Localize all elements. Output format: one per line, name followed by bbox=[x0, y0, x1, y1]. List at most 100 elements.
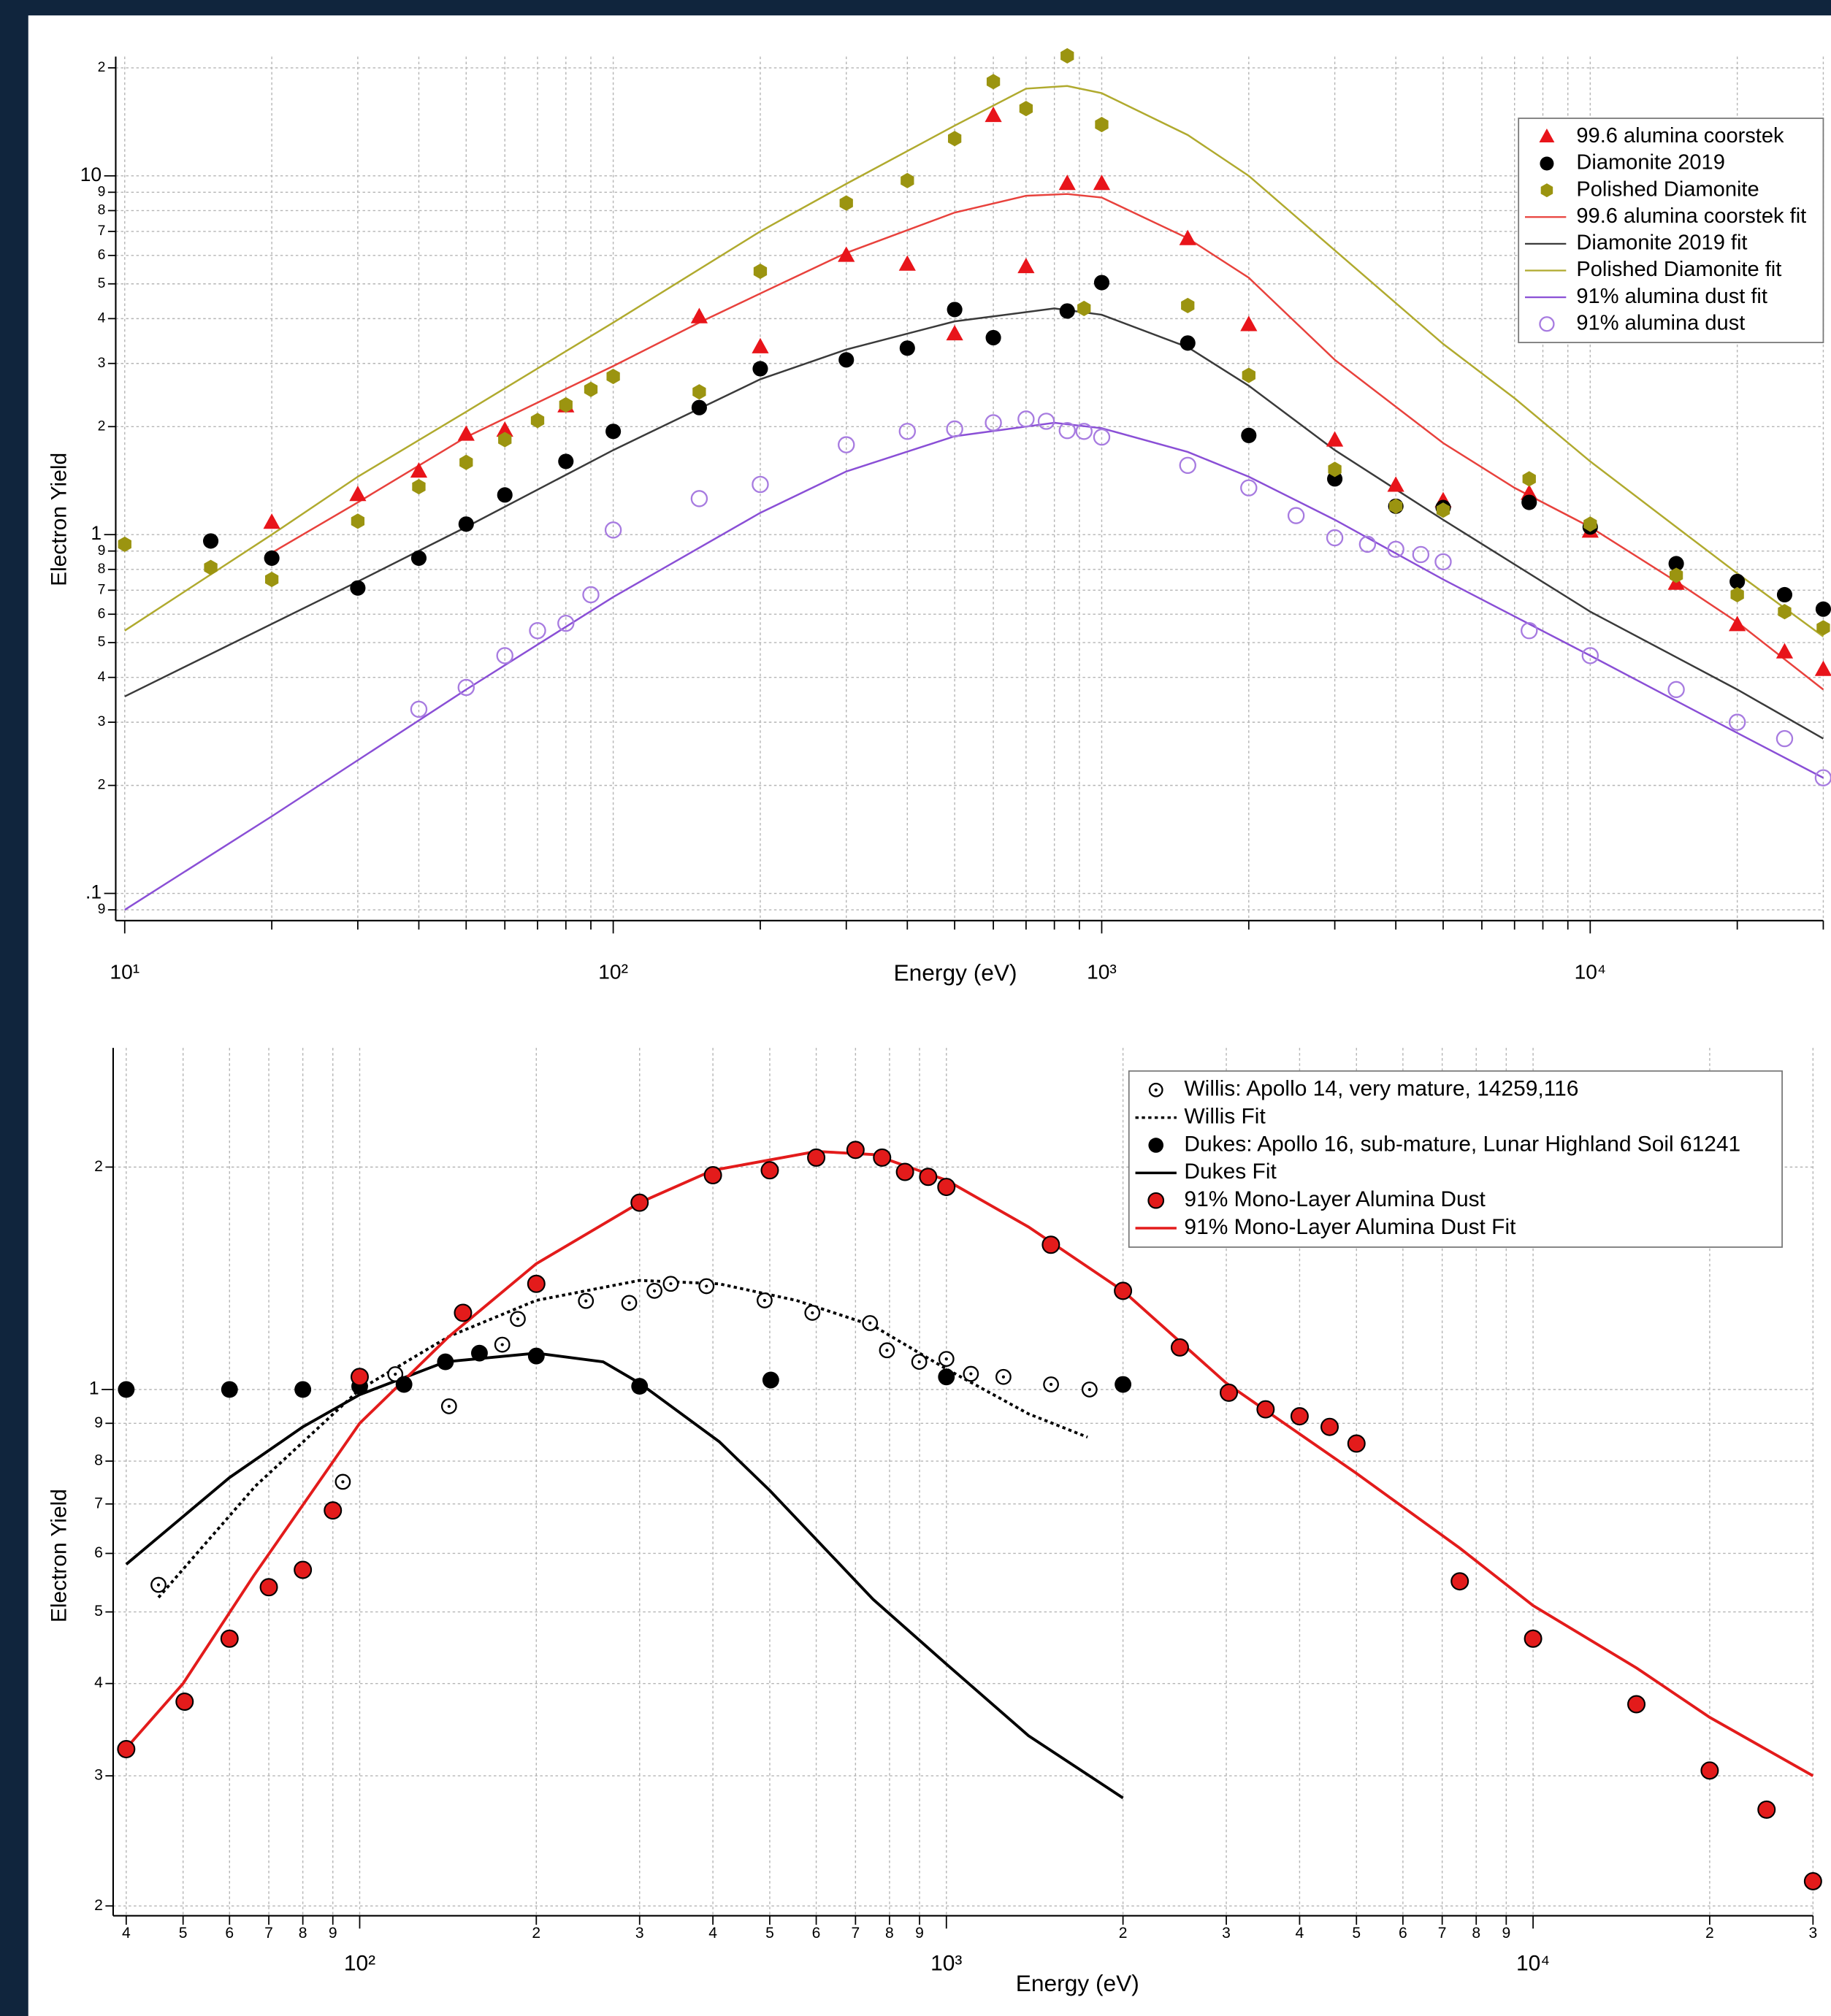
marker-dot bbox=[1087, 1387, 1091, 1392]
marker bbox=[1412, 545, 1430, 564]
marker-dot bbox=[1049, 1382, 1053, 1387]
marker bbox=[947, 131, 962, 147]
y-tick-label: 2 bbox=[98, 418, 106, 434]
marker bbox=[351, 513, 365, 529]
marker bbox=[118, 536, 131, 552]
marker-dot bbox=[341, 1480, 345, 1484]
marker bbox=[1729, 573, 1746, 590]
marker bbox=[646, 1282, 662, 1299]
marker bbox=[985, 106, 1002, 123]
marker bbox=[691, 399, 707, 415]
marker bbox=[1240, 315, 1258, 331]
x-tick-label: 3 bbox=[635, 1925, 644, 1942]
marker bbox=[1728, 713, 1746, 731]
marker bbox=[494, 1336, 511, 1353]
marker bbox=[690, 307, 708, 323]
y-tick-label: 5 bbox=[98, 275, 106, 291]
fit-line bbox=[124, 85, 1824, 637]
marker bbox=[496, 421, 513, 437]
legend-box bbox=[1518, 118, 1824, 343]
marker bbox=[1148, 1082, 1163, 1097]
marker bbox=[264, 572, 279, 588]
marker bbox=[760, 1161, 779, 1180]
y-tick-label: 3 bbox=[98, 355, 106, 371]
marker bbox=[457, 678, 475, 697]
marker bbox=[947, 302, 963, 318]
x-tick-label: 7 bbox=[851, 1925, 860, 1942]
x-tick-label: 3 bbox=[1808, 1925, 1817, 1942]
marker bbox=[899, 340, 915, 356]
x-tick-label: 2 bbox=[1705, 1925, 1714, 1942]
marker bbox=[350, 580, 366, 596]
marker bbox=[259, 1578, 278, 1597]
marker bbox=[1075, 423, 1093, 440]
x-tick-label: 5 bbox=[179, 1925, 188, 1942]
y-tick-label: 4 bbox=[94, 1674, 103, 1691]
marker bbox=[220, 1629, 239, 1648]
x-tick-label: 10⁴ bbox=[1575, 959, 1606, 983]
marker-dot bbox=[917, 1360, 921, 1364]
marker bbox=[1095, 116, 1109, 133]
marker bbox=[911, 1354, 928, 1370]
y-tick-label: .1 bbox=[85, 881, 102, 903]
x-tick-label: 2 bbox=[1119, 1925, 1128, 1942]
marker bbox=[1043, 1376, 1059, 1392]
x-tick-label: 6 bbox=[1399, 1925, 1407, 1942]
marker bbox=[510, 1311, 526, 1327]
marker bbox=[264, 550, 280, 566]
marker bbox=[1668, 556, 1684, 572]
marker bbox=[350, 1368, 369, 1387]
marker bbox=[1389, 498, 1403, 514]
marker bbox=[985, 329, 1001, 345]
legend-label: Diamonite 2019 bbox=[1576, 151, 1724, 175]
marker-dot bbox=[394, 1372, 397, 1376]
marker bbox=[1700, 1761, 1719, 1780]
marker bbox=[1180, 335, 1196, 351]
x-tick-label: 5 bbox=[1352, 1925, 1361, 1942]
x-tick-label: 7 bbox=[264, 1925, 273, 1942]
x-tick-label: 10² bbox=[344, 1951, 375, 1975]
marker bbox=[527, 1347, 545, 1365]
marker bbox=[901, 172, 914, 188]
marker bbox=[1241, 427, 1257, 443]
marker bbox=[582, 586, 600, 604]
legend-label: Polished Diamonite fit bbox=[1576, 258, 1781, 281]
marker bbox=[1757, 1800, 1776, 1819]
marker bbox=[1148, 1138, 1164, 1153]
marker bbox=[117, 1740, 136, 1759]
marker bbox=[1256, 1400, 1275, 1419]
marker-dot bbox=[811, 1311, 814, 1315]
marker bbox=[387, 1366, 404, 1382]
marker bbox=[530, 413, 545, 429]
marker bbox=[1093, 428, 1111, 446]
marker bbox=[703, 1165, 722, 1185]
y-tick-label: 2 bbox=[98, 59, 106, 75]
marker bbox=[1540, 183, 1553, 198]
marker bbox=[221, 1381, 238, 1398]
x-tick-label: 10³ bbox=[930, 1951, 962, 1975]
marker bbox=[1358, 535, 1377, 553]
marker bbox=[862, 1315, 879, 1331]
marker bbox=[1170, 1338, 1189, 1357]
marker bbox=[498, 432, 512, 448]
marker bbox=[1729, 616, 1746, 632]
marker bbox=[118, 1381, 135, 1398]
marker bbox=[692, 384, 706, 400]
x-tick-label: 10³ bbox=[1087, 959, 1117, 983]
marker bbox=[1060, 47, 1074, 64]
marker bbox=[459, 454, 473, 470]
marker bbox=[937, 1178, 956, 1197]
marker bbox=[335, 1473, 351, 1490]
marker bbox=[578, 1292, 595, 1309]
marker bbox=[1436, 502, 1450, 518]
marker bbox=[1776, 586, 1793, 603]
y-tick-label: 2 bbox=[94, 1158, 103, 1175]
marker bbox=[1326, 529, 1344, 547]
marker bbox=[395, 1376, 413, 1393]
legend-label: Dukes: Apollo 16, sub-mature, Lunar High… bbox=[1184, 1132, 1740, 1156]
x-tick-label: 4 bbox=[708, 1925, 717, 1942]
y-tick-label: 7 bbox=[98, 223, 106, 239]
marker bbox=[1058, 421, 1076, 440]
marker bbox=[1320, 1417, 1339, 1436]
